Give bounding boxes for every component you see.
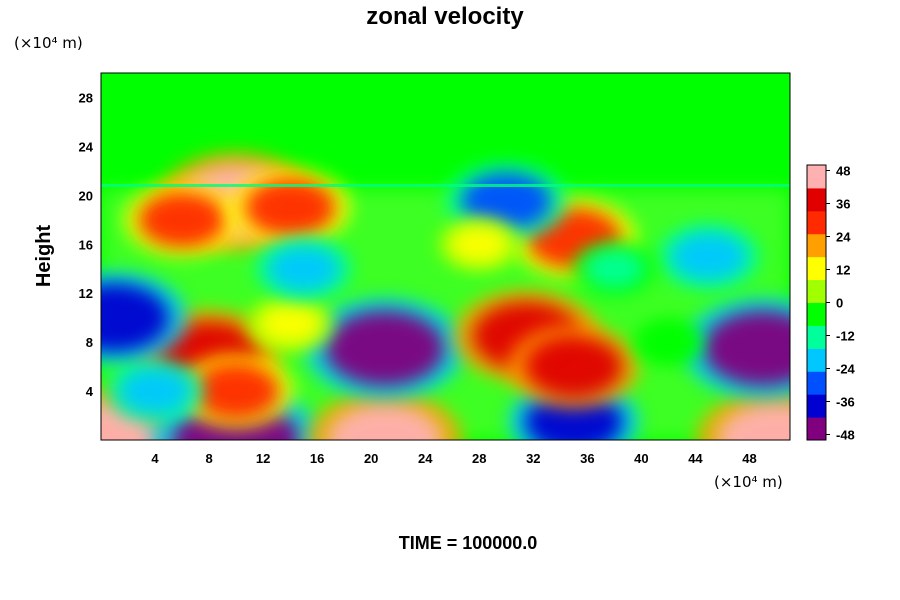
field-feature (138, 192, 226, 248)
x-tick-label: 44 (688, 451, 703, 466)
field-feature (525, 335, 623, 398)
colorbar-tick-label: -24 (836, 362, 856, 377)
field-feature (101, 401, 163, 440)
velocity-field (101, 152, 790, 440)
colorbar-tick-label: -12 (836, 329, 855, 344)
x-tick-label: 48 (742, 451, 756, 466)
colorbar-segment (807, 279, 826, 303)
field-feature (192, 363, 280, 419)
x-tick-label: 12 (256, 451, 270, 466)
x-tick-label: 24 (418, 451, 433, 466)
x-tick-label: 20 (364, 451, 378, 466)
field-feature (643, 325, 694, 359)
x-tick-label: 40 (634, 451, 648, 466)
colorbar-tick-label: 24 (836, 230, 851, 245)
colorbar-tick-label: 12 (836, 263, 850, 278)
colorbar-segment (807, 371, 826, 395)
colorbar-segment (807, 348, 826, 372)
plot-frame (100, 72, 791, 441)
field-feature (448, 224, 510, 264)
field-feature (703, 310, 790, 386)
time-label: TIME = 100000.0 (399, 533, 538, 553)
colorbar-tick-label: 36 (836, 197, 850, 212)
field-feature (717, 402, 790, 440)
colorbar-tick-label: -36 (836, 395, 855, 410)
x-axis-ticks: 4 8 12 16 20 24 28 32 36 40 44 48 (151, 451, 756, 466)
colorbar-segment (807, 165, 826, 189)
colorbar-tick-label: -48 (836, 428, 855, 443)
colorbar-segment (807, 256, 826, 281)
x-unit-label: (×10⁴ m) (714, 473, 783, 491)
colorbar-segment (807, 325, 826, 349)
y-axis-ticks: 4 8 12 16 20 24 28 (79, 90, 94, 399)
x-tick-label: 4 (151, 451, 159, 466)
field-feature (119, 368, 192, 415)
x-tick-label: 8 (205, 451, 212, 466)
field-feature (267, 245, 340, 292)
x-tick-label: 32 (526, 451, 540, 466)
colorbar-segment (807, 210, 826, 235)
y-tick-label: 20 (79, 188, 93, 203)
field-feature (671, 232, 747, 281)
chart-title: zonal velocity (366, 3, 524, 30)
field-feature (245, 179, 336, 237)
y-axis-label: Height (33, 225, 55, 288)
y-tick-label: 4 (86, 384, 94, 399)
y-tick-label: 16 (79, 237, 93, 252)
colorbar-tick-label: 48 (836, 164, 850, 179)
colorbar-segment (807, 187, 826, 212)
field-feature (327, 403, 443, 440)
y-tick-label: 28 (79, 90, 93, 105)
colorbar-segment (807, 417, 826, 441)
x-tick-label: 16 (310, 451, 324, 466)
y-tick-label: 24 (79, 139, 94, 154)
field-feature (325, 310, 445, 386)
y-tick-label: 8 (86, 335, 93, 350)
colorbar: 48 36 24 12 0 -12 -24 -36 -48 (806, 164, 856, 443)
colorbar-tick-label: 0 (836, 296, 843, 311)
x-tick-label: 28 (472, 451, 486, 466)
y-unit-label: (×10⁴ m) (14, 34, 83, 52)
colorbar-segment (807, 302, 826, 326)
field-feature (257, 302, 323, 345)
y-tick-label: 12 (79, 286, 93, 301)
field-feature (461, 172, 552, 230)
colorbar-segment (807, 233, 826, 258)
x-tick-label: 36 (580, 451, 594, 466)
field-feature (101, 283, 169, 352)
colorbar-segment (807, 394, 826, 418)
plot-area (100, 72, 791, 441)
field-feature (583, 249, 645, 289)
